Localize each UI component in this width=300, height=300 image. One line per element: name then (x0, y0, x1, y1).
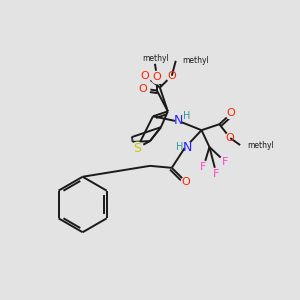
Text: H: H (183, 111, 190, 121)
Text: N: N (174, 114, 183, 127)
Text: O: O (167, 71, 176, 81)
Text: O: O (227, 108, 236, 118)
Text: F: F (213, 169, 220, 179)
Text: O: O (139, 84, 147, 94)
Bar (130, 51, 200, 100)
Text: O: O (153, 72, 161, 82)
Text: F: F (200, 162, 207, 172)
Text: H: H (176, 142, 183, 152)
Text: N: N (183, 140, 192, 154)
Text: methyl: methyl (247, 140, 274, 149)
Text: O: O (181, 177, 190, 187)
Text: O: O (226, 133, 235, 143)
Text: methyl: methyl (183, 56, 209, 65)
Text: S: S (133, 142, 141, 154)
Text: methyl: methyl (142, 54, 169, 63)
Text: O: O (141, 71, 149, 81)
Text: F: F (222, 157, 229, 167)
